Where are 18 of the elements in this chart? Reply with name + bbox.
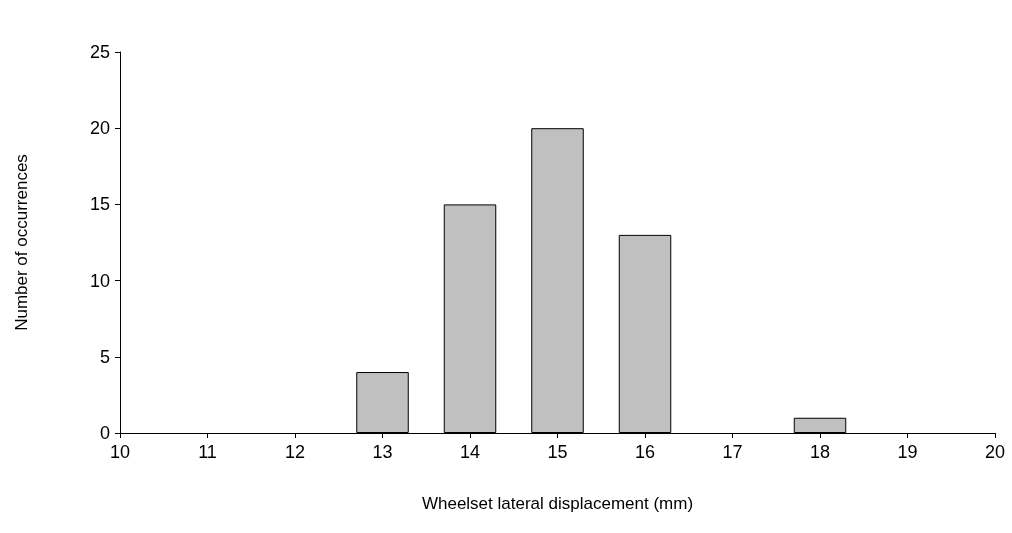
- x-tick-label: 11: [198, 442, 217, 462]
- y-tick-label: 0: [99, 423, 110, 443]
- x-tick-label: 20: [984, 442, 1006, 462]
- x-tick-label: 12: [284, 442, 306, 462]
- x-tick-label: 18: [809, 442, 831, 462]
- y-axis-title: Number of occurrences: [12, 154, 31, 331]
- y-tick-label: 10: [89, 270, 110, 291]
- y-tick-label: 25: [89, 42, 110, 62]
- x-tick-label: 15: [547, 442, 568, 462]
- x-tick-label: 17: [722, 442, 743, 462]
- x-axis-title: Wheelset lateral displacement (mm): [421, 494, 694, 513]
- x-tick-label: 19: [897, 442, 918, 462]
- y-tick-label: 5: [99, 346, 110, 367]
- y-tick-label: 20: [89, 118, 110, 139]
- y-tick-label: 15: [89, 194, 110, 215]
- x-tick-label: 14: [459, 442, 481, 462]
- x-tick-label: 13: [372, 442, 393, 462]
- x-tick-label: 16: [634, 442, 656, 462]
